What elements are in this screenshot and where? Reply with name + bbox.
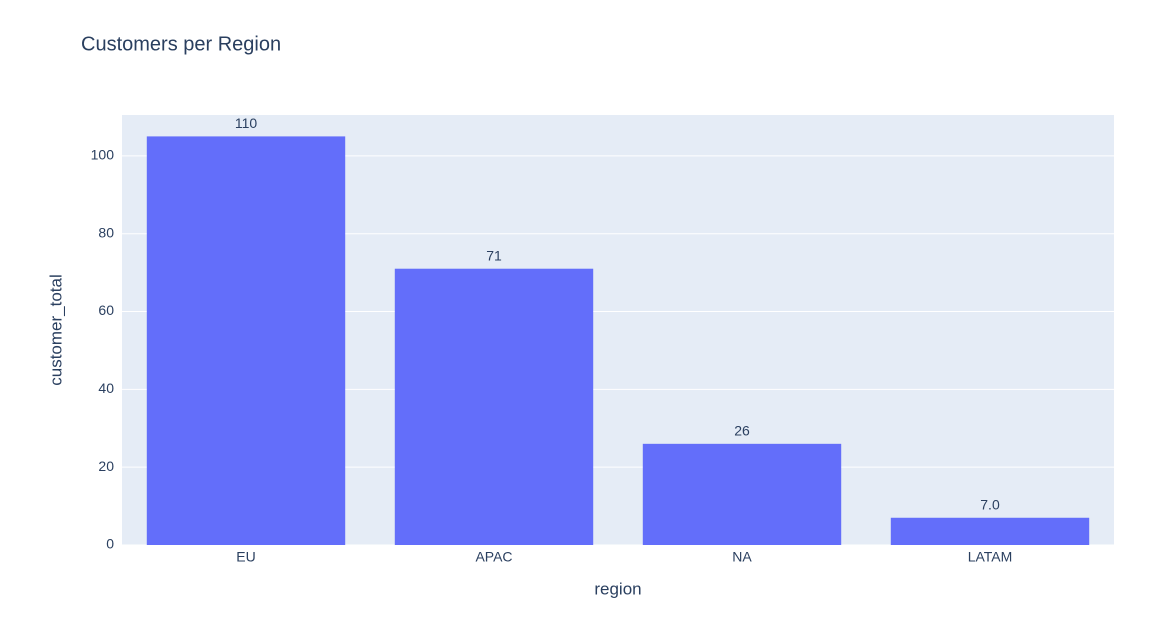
- value-label: 110: [235, 115, 258, 131]
- x-tick-label: APAC: [475, 549, 512, 565]
- y-tick-label: 0: [106, 536, 114, 552]
- y-tick-label: 60: [98, 302, 114, 318]
- y-tick-label: 100: [91, 147, 115, 163]
- bar: [890, 517, 1090, 545]
- x-tick-label: NA: [732, 549, 752, 565]
- x-tick-label: EU: [236, 549, 255, 565]
- y-tick-label: 20: [98, 458, 114, 474]
- y-axis-title: customer_total: [46, 274, 65, 386]
- x-axis-title: region: [594, 579, 641, 598]
- value-label: 71: [486, 247, 502, 263]
- chart-title: Customers per Region: [81, 33, 281, 55]
- y-tick-label: 80: [98, 224, 114, 240]
- y-tick-label: 40: [98, 380, 114, 396]
- bar: [146, 136, 346, 545]
- x-tick-label: LATAM: [968, 549, 1013, 565]
- bar: [642, 443, 842, 545]
- value-label: 7.0: [980, 496, 1000, 512]
- value-label: 26: [734, 423, 750, 439]
- bar: [394, 268, 594, 545]
